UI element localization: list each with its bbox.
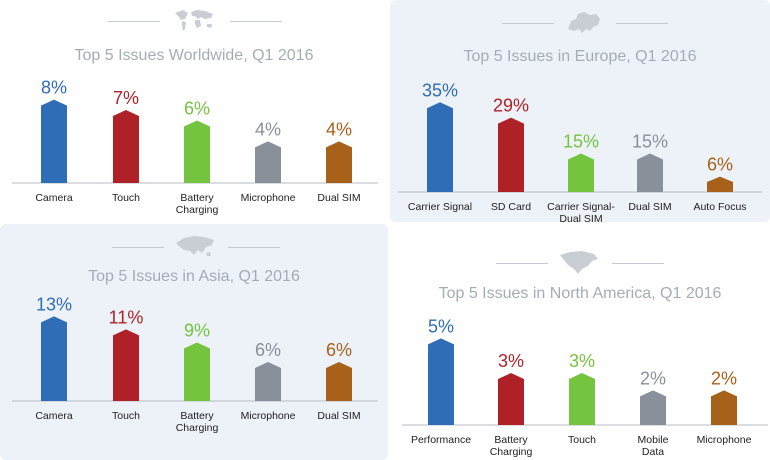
data-label: 9% — [184, 320, 210, 340]
tick-label: Microphone — [241, 410, 296, 422]
divider-right — [616, 23, 668, 24]
bar — [707, 176, 733, 192]
tick-label: Camera — [35, 192, 73, 204]
data-label: 35% — [422, 80, 458, 100]
data-label: 6% — [255, 340, 281, 360]
divider-left — [108, 21, 160, 22]
divider-left — [502, 23, 554, 24]
tick-label: Charging — [490, 446, 533, 458]
data-label: 13% — [36, 294, 72, 314]
divider-left — [496, 263, 548, 264]
data-label: 29% — [493, 96, 529, 116]
tick-label: Touch — [112, 410, 140, 422]
data-label: 6% — [184, 98, 210, 118]
chart-europe: Top 5 Issues in Europe, Q1 2016 35% Carri… — [390, 0, 770, 225]
tick-label: Microphone — [241, 192, 296, 204]
data-label: 3% — [498, 351, 524, 371]
north-america-map-icon — [560, 251, 598, 274]
bar — [113, 329, 139, 401]
tick-label: Auto Focus — [693, 201, 746, 213]
bar — [428, 338, 454, 425]
data-label: 11% — [109, 307, 144, 327]
data-label: 2% — [711, 368, 737, 388]
tick-label: Dual SIM — [628, 201, 671, 213]
data-label: 3% — [569, 351, 595, 371]
data-label: 2% — [640, 368, 666, 388]
divider-right — [228, 247, 280, 248]
plot-area: 35% Carrier Signal 29% SD Card 15% Carrier Si… — [398, 80, 762, 225]
tick-label: Dual SIM — [317, 410, 360, 422]
tick-label: Camera — [35, 410, 73, 422]
bar — [498, 117, 524, 192]
bar — [498, 373, 524, 425]
chart-north-america: Top 5 Issues in North America, Q1 2016 5… — [390, 224, 770, 460]
chart-title: Top 5 Issues Worldwide, Q1 2016 — [74, 47, 314, 64]
bar — [41, 316, 67, 401]
data-label: 4% — [255, 119, 281, 139]
europe-map-icon — [568, 12, 600, 33]
data-label: 8% — [41, 78, 67, 98]
bar — [113, 110, 139, 183]
bar — [637, 153, 663, 192]
tick-label: Charging — [176, 422, 219, 434]
tick-label: Dual SIM — [317, 192, 360, 204]
tick-label: Touch — [568, 434, 596, 446]
data-label: 15% — [563, 132, 599, 152]
divider-right — [230, 21, 282, 22]
asia-map-icon — [176, 236, 214, 256]
tick-label: Dual SIM — [559, 213, 602, 225]
data-label: 15% — [632, 132, 668, 152]
tick-label: Carrier Signal- — [547, 201, 615, 213]
chart-asia: Top 5 Issues in Asia, Q1 2016 13% Camera 1… — [0, 224, 388, 460]
bar — [184, 342, 210, 401]
chart-title: Top 5 Issues in Europe, Q1 2016 — [463, 48, 697, 65]
decoration-asia — [0, 230, 388, 264]
data-label: 6% — [707, 155, 733, 175]
decoration-europe — [390, 6, 770, 40]
data-label: 6% — [326, 340, 352, 360]
bar — [427, 102, 453, 192]
bar — [711, 390, 737, 425]
tick-label: Battery — [494, 434, 528, 446]
chart-title: Top 5 Issues in North America, Q1 2016 — [438, 285, 722, 302]
data-label: 4% — [326, 119, 352, 139]
tick-label: Mobile — [638, 434, 669, 446]
tick-label: Data — [642, 446, 664, 458]
tick-label: SD Card — [491, 201, 531, 213]
tick-label: Touch — [112, 192, 140, 204]
bar — [640, 390, 666, 425]
tick-label: Microphone — [697, 434, 752, 446]
bar — [326, 361, 352, 401]
tick-label: Charging — [176, 204, 219, 216]
bar — [569, 373, 595, 425]
tick-label: Battery — [180, 410, 214, 422]
divider-right — [612, 263, 664, 264]
chart-worldwide: Top 5 Issues Worldwide, Q1 2016 8% Camera… — [0, 0, 388, 222]
tick-label: Performance — [411, 434, 471, 446]
bar — [255, 361, 281, 401]
bar — [255, 141, 281, 183]
data-label: 7% — [113, 88, 139, 108]
divider-left — [112, 247, 164, 248]
bar — [326, 141, 352, 183]
decoration-north-america — [390, 246, 770, 280]
bar — [184, 120, 210, 183]
tick-label: Carrier Signal — [408, 201, 472, 213]
bar — [568, 153, 594, 192]
chart-title: Top 5 Issues in Asia, Q1 2016 — [88, 268, 300, 285]
bar — [41, 99, 67, 183]
data-label: 5% — [428, 316, 454, 336]
decoration-worldwide — [0, 4, 388, 38]
world-map-icon — [175, 10, 213, 31]
tick-label: Battery — [180, 192, 214, 204]
